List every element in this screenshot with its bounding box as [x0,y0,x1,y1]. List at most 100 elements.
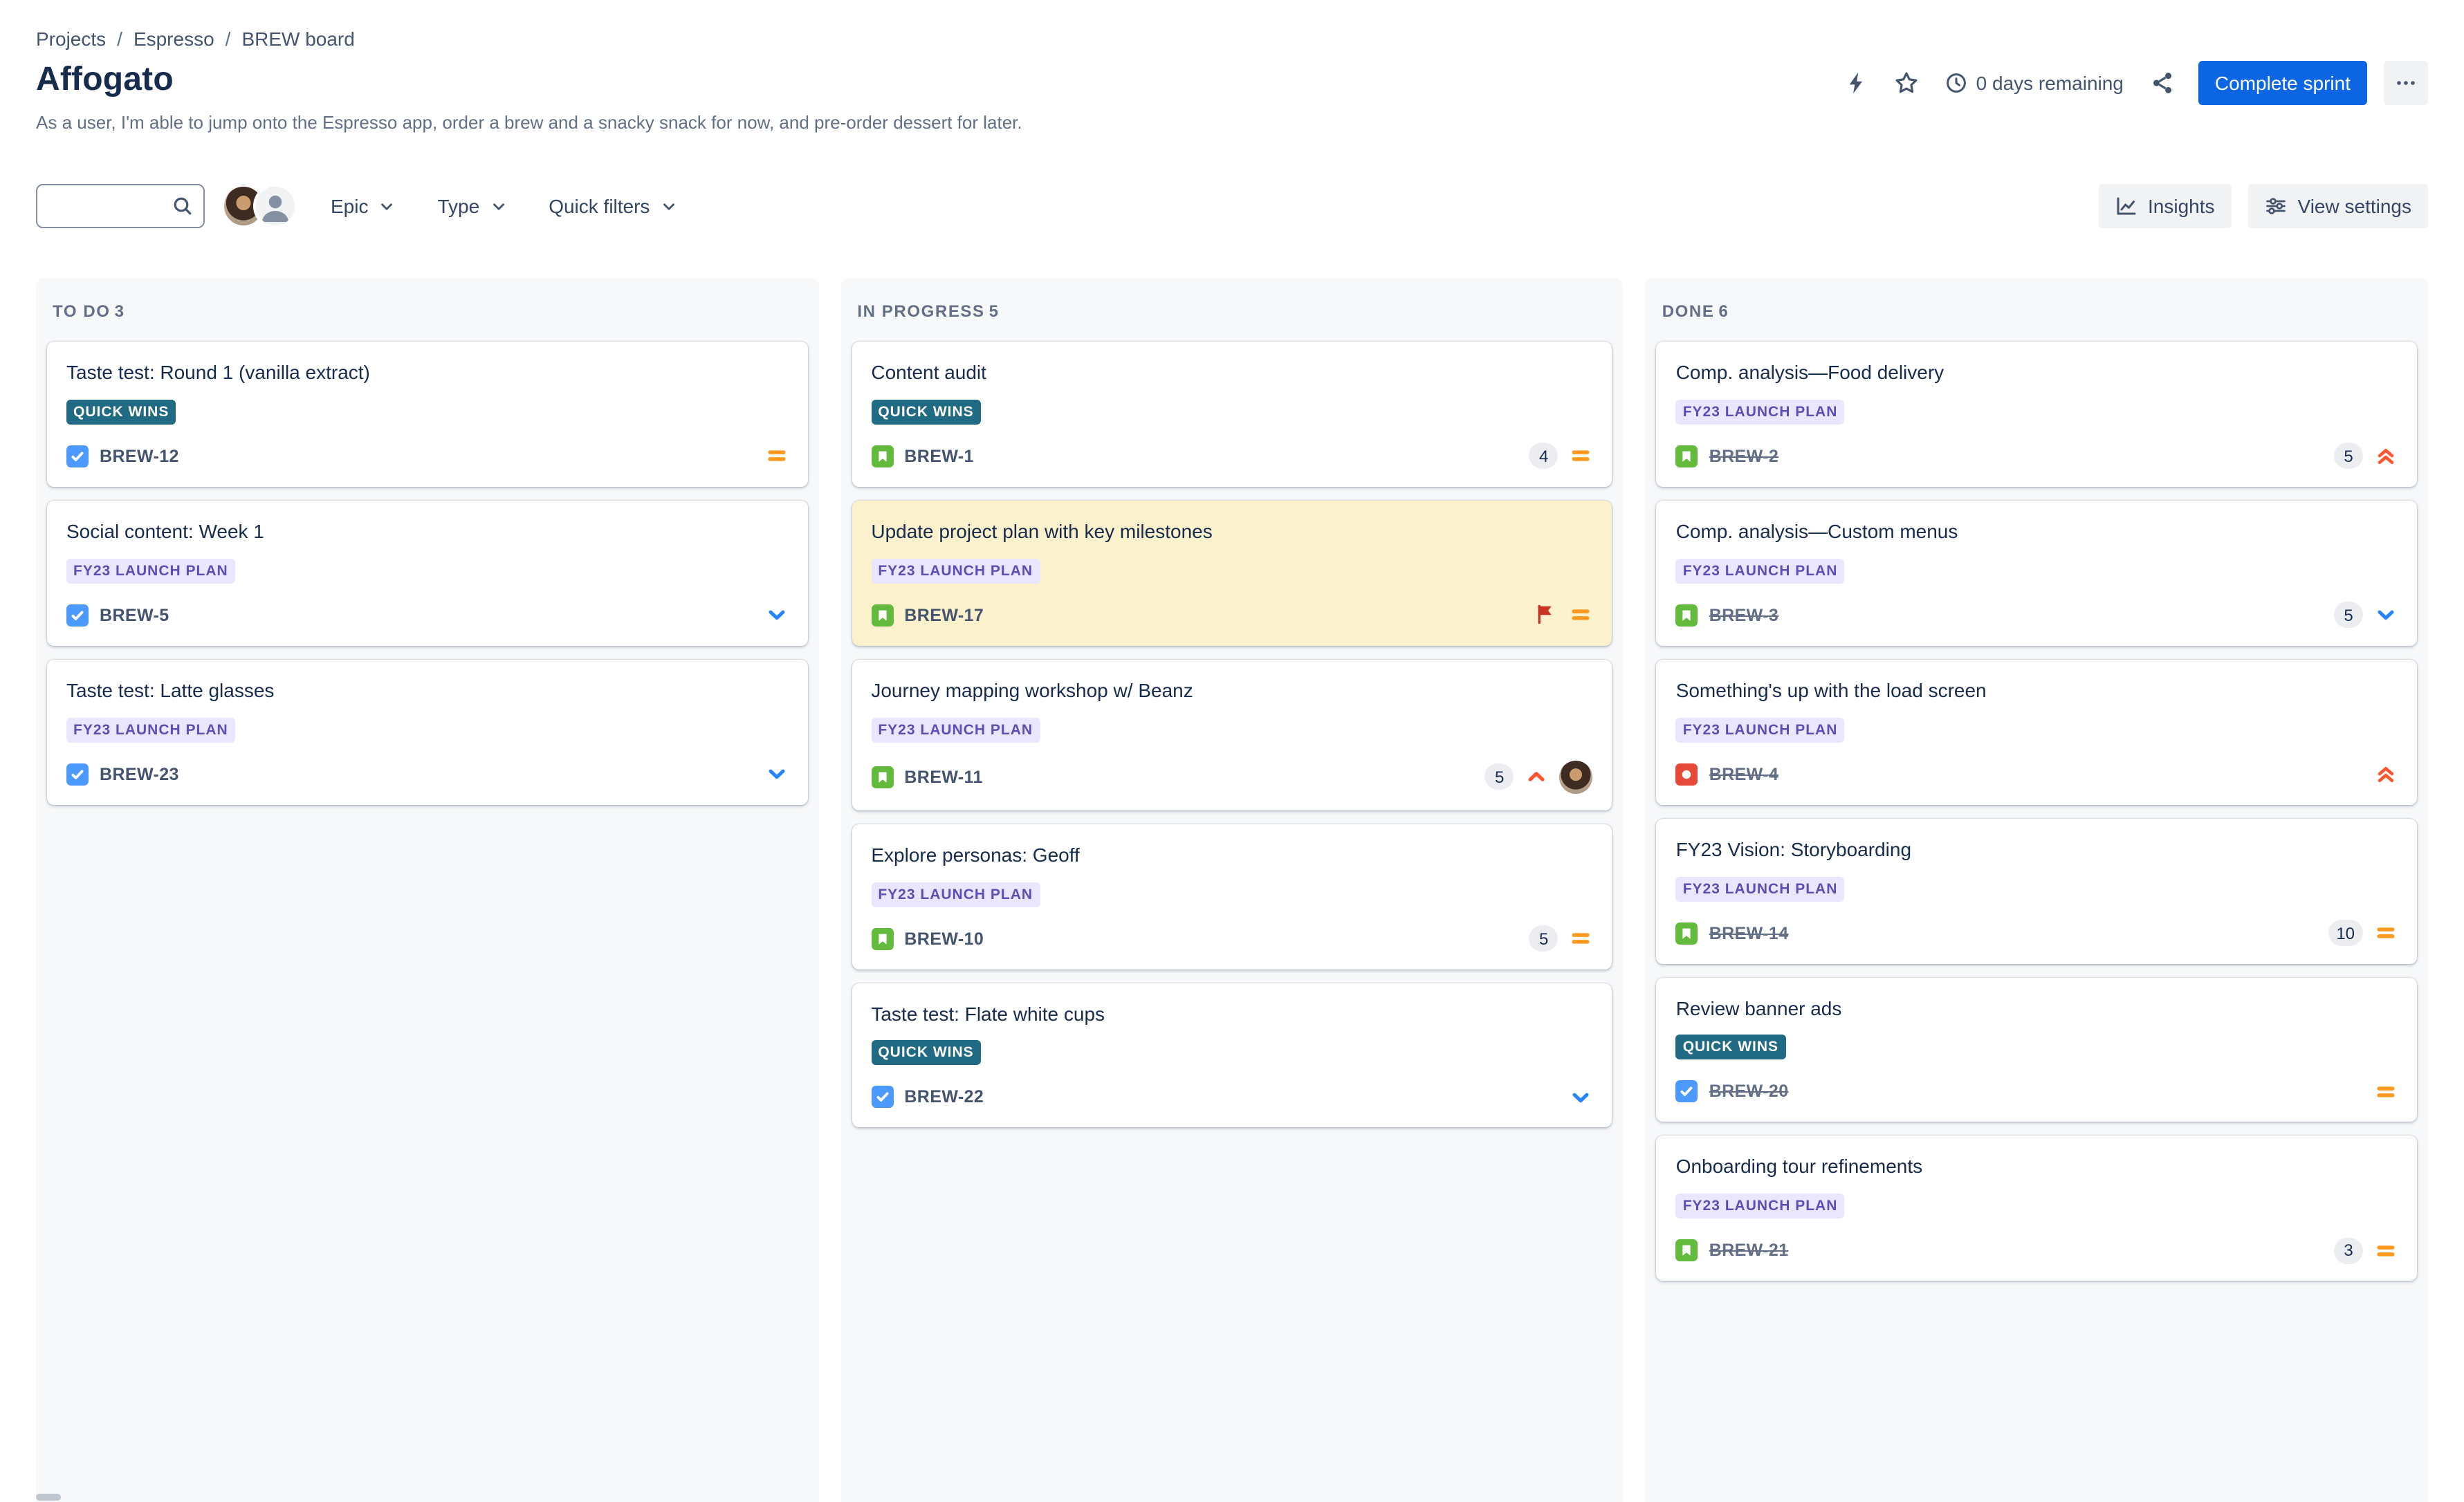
breadcrumb-espresso[interactable]: Espresso [133,28,214,50]
issue-card-brew-14[interactable]: FY23 Vision: Storyboarding FY23 LAUNCH P… [1656,818,2418,964]
card-title: Something's up with the load screen [1675,678,1987,701]
unassigned-avatar[interactable] [253,184,297,228]
days-remaining-button[interactable]: 0 days remaining [1935,72,2135,94]
card-title: Taste test: Latte glasses [66,678,275,701]
breadcrumb-brew-board[interactable]: BREW board [241,28,355,50]
days-remaining-label: 0 days remaining [1976,72,2124,94]
header-actions: 0 days remaining Complete sprint [1835,61,2428,105]
flag-icon [1535,604,1559,627]
complete-sprint-button[interactable]: Complete sprint [2198,61,2367,105]
card-footer: BREW-10 5 [871,925,1592,952]
breadcrumb-projects[interactable]: Projects [36,28,107,50]
clock-icon [1946,72,1968,94]
epic-label: FY23 LAUNCH PLAN [871,882,1040,907]
card-footer: BREW-23 [66,760,788,788]
card-title: Content audit [871,361,986,383]
issue-card-brew-22[interactable]: Taste test: Flate white cups QUICK WINS … [852,983,1612,1128]
task-type-icon [66,763,89,786]
issue-key: BREW-12 [100,446,179,466]
issue-key: BREW-21 [1709,1241,1789,1261]
lightning-icon[interactable] [1835,61,1879,105]
chevron-down-icon [493,203,504,210]
epic-label: FY23 LAUNCH PLAN [1675,1194,1845,1219]
card-footer: BREW-12 [66,443,788,470]
card-labels: FY23 LAUNCH PLAN [66,717,788,743]
card-title: Social content: Week 1 [66,519,264,542]
issue-key: BREW-4 [1709,764,1779,784]
column-name: IN PROGRESS [857,302,985,321]
search-input[interactable] [36,184,205,228]
card-footer: BREW-2 5 [1675,443,2398,470]
story-type-icon [871,445,894,467]
estimate-badge: 10 [2328,920,2364,947]
card-footer: BREW-22 [871,1084,1592,1111]
insights-button[interactable]: Insights [2098,184,2232,228]
task-type-icon [871,1086,894,1109]
priority-medium-icon [2374,1080,2398,1104]
issue-key: BREW-10 [904,929,984,949]
epic-label: FY23 LAUNCH PLAN [66,717,235,743]
issue-card-brew-4[interactable]: Something's up with the load screen FY23… [1656,659,2418,805]
view-settings-label: View settings [2297,195,2411,217]
issue-key: BREW-3 [1709,605,1779,625]
card-labels: QUICK WINS [66,399,788,425]
star-icon[interactable] [1885,61,1929,105]
issue-card-brew-17[interactable]: Update project plan with key milestones … [852,500,1612,646]
toolbar-right: Insights View settings [2098,184,2428,228]
sprint-goal: As a user, I'm able to jump onto the Esp… [36,112,1022,133]
card-title: Journey mapping workshop w/ Beanz [871,678,1193,701]
epic-label: QUICK WINS [871,1040,981,1066]
priority-medium-icon [764,445,788,468]
issue-card-brew-2[interactable]: Comp. analysis—Food delivery FY23 LAUNCH… [1656,342,2418,487]
column-header: TO DO 3 [36,278,818,339]
card-title: FY23 Vision: Storyboarding [1675,837,1912,860]
priority-medium-icon [1570,927,1593,950]
epic-label: QUICK WINS [66,399,176,425]
card-footer: BREW-14 10 [1675,919,2398,947]
card-title: Explore personas: Geoff [871,843,1080,866]
epic-label: FY23 LAUNCH PLAN [871,558,1040,584]
story-type-icon [1675,445,1698,467]
column-cards: Content audit QUICK WINS BREW-1 4 Update… [840,339,1623,1139]
card-labels: FY23 LAUNCH PLAN [871,882,1592,907]
type-filter-dropdown[interactable]: Type [423,187,521,225]
priority-highest-icon [2374,445,2398,468]
avatar-group [221,184,297,228]
card-title: Review banner ads [1675,996,1842,1019]
issue-card-brew-23[interactable]: Taste test: Latte glasses FY23 LAUNCH PL… [47,659,808,805]
column-count: 6 [1718,302,1729,321]
card-labels: FY23 LAUNCH PLAN [1675,1194,2398,1219]
share-icon[interactable] [2140,61,2185,105]
more-actions-button[interactable] [2384,61,2428,105]
issue-card-brew-20[interactable]: Review banner ads QUICK WINS BREW-20 [1656,977,2418,1122]
issue-key: BREW-5 [100,605,169,625]
epic-label: FY23 LAUNCH PLAN [66,558,235,584]
issue-card-brew-3[interactable]: Comp. analysis—Custom menus FY23 LAUNCH … [1656,500,2418,646]
story-type-icon [871,604,894,627]
estimate-badge: 4 [1529,443,1559,470]
board-column-todo: TO DO 3 Taste test: Round 1 (vanilla extr… [36,278,819,1502]
assignee-avatar[interactable] [1559,760,1593,794]
issue-card-brew-21[interactable]: Onboarding tour refinements FY23 LAUNCH … [1656,1135,2418,1281]
card-title: Taste test: Round 1 (vanilla extract) [66,361,370,383]
issue-card-brew-11[interactable]: Journey mapping workshop w/ Beanz FY23 L… [852,659,1612,810]
story-type-icon [1675,1239,1698,1262]
epic-filter-dropdown[interactable]: Epic [317,187,410,225]
issue-card-brew-5[interactable]: Social content: Week 1 FY23 LAUNCH PLAN … [47,500,808,646]
priority-low-icon [764,604,788,627]
issue-card-brew-12[interactable]: Taste test: Round 1 (vanilla extract) QU… [47,342,808,487]
issue-card-brew-1[interactable]: Content audit QUICK WINS BREW-1 4 [852,342,1612,487]
card-title: Update project plan with key milestones [871,519,1213,542]
view-settings-button[interactable]: View settings [2247,184,2428,228]
quick-filters-dropdown[interactable]: Quick filters [535,187,691,225]
card-footer: BREW-5 [66,602,788,629]
epic-label: QUICK WINS [1675,1035,1786,1060]
issue-card-brew-10[interactable]: Explore personas: Geoff FY23 LAUNCH PLAN… [852,824,1612,970]
horizontal-scrollbar-thumb[interactable] [36,1494,61,1501]
card-footer: BREW-3 5 [1675,602,2398,629]
ellipsis-icon [2397,81,2415,85]
breadcrumb: Projects / Espresso / BREW board [36,28,2428,50]
sliders-icon [2265,198,2286,214]
card-labels: FY23 LAUNCH PLAN [871,558,1592,584]
